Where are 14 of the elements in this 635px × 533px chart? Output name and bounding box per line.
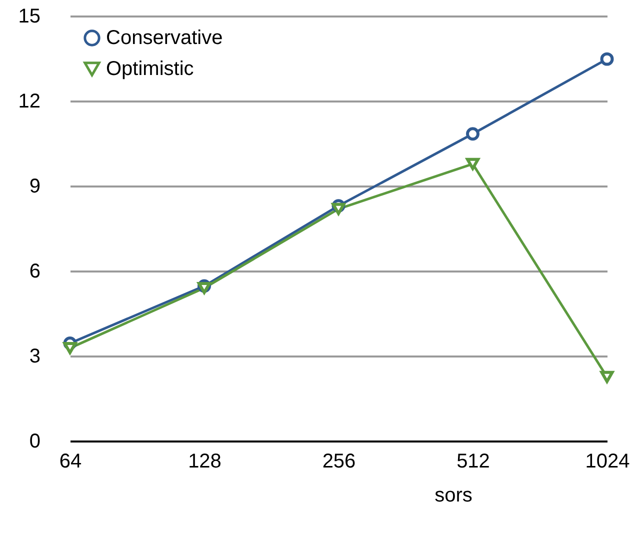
x-tick-label: 64 xyxy=(59,450,82,472)
y-tick-label: 6 xyxy=(29,260,40,282)
y-tick-label: 9 xyxy=(29,176,40,198)
y-tick-label: 12 xyxy=(18,90,40,112)
y-tick-label: 3 xyxy=(29,346,40,368)
x-tick-label: 128 xyxy=(188,450,222,472)
y-tick-label: 15 xyxy=(18,6,40,28)
legend-label: Conservative xyxy=(106,27,223,49)
y-tick-label: 0 xyxy=(29,430,40,452)
x-tick-label: 512 xyxy=(456,450,490,472)
x-axis-title: sors xyxy=(434,484,472,506)
x-tick-label: 1024 xyxy=(585,450,630,472)
x-tick-label: 256 xyxy=(322,450,356,472)
legend-label: Optimistic xyxy=(106,58,194,80)
